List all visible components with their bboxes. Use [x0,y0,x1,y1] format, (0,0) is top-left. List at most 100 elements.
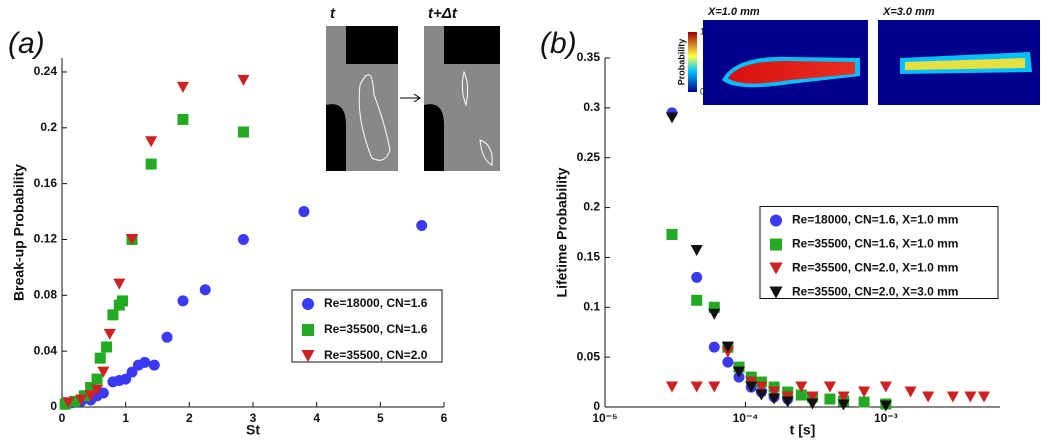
data-point [97,366,110,378]
data-point [91,373,103,385]
x-tick-label: 4 [313,411,320,425]
x-tick-label: 10⁻⁴ [733,411,759,425]
x-tick-label: 5 [377,411,384,425]
colorbar-tick-label: 0 [700,86,705,96]
y-tick-label: 0.15 [577,250,601,264]
colorbar-label: Probability [676,39,686,86]
data-point [708,308,721,320]
y-tick-label: 0.3 [583,100,600,114]
inset-label: t+Δt [428,5,458,22]
legend-marker [302,324,314,336]
y-tick-label: 0 [50,399,57,413]
data-point [90,384,104,396]
y-tick-label: 0.2 [40,120,57,134]
y-tick-label: 0.05 [577,349,601,363]
data-point [690,244,703,256]
data-point [75,394,88,406]
data-point [690,381,703,393]
legend-label: Re=35500, CN=2.0, X=1.0 mm [792,261,958,275]
data-point [806,391,819,403]
y-tick-label: 0.04 [34,343,58,357]
y-tick-label: 0.1 [583,299,600,313]
data-point [732,366,746,378]
data-point [795,381,808,393]
inset-images [688,20,1040,105]
data-point [416,220,428,232]
data-point [755,389,768,401]
y-tick-label: 0.2 [583,200,600,214]
x-axis-label: St [246,422,260,438]
x-tick-label: 6 [441,411,448,425]
legend-box [759,206,999,299]
x-tick-label: 2 [186,411,193,425]
data-point [768,386,781,398]
data-point [94,352,106,364]
colorbar-tick-label: 1 [700,26,705,36]
legend-marker [301,350,315,362]
y-tick-label: 0.35 [577,50,601,64]
data-point [666,228,678,240]
data-point [721,341,734,353]
data-point [665,112,679,124]
legend-box [291,289,443,363]
data-point [722,356,734,368]
data-point [691,271,703,283]
data-point [879,381,892,393]
data-point [97,387,109,399]
y-tick-label: 0.25 [577,150,601,164]
panel-label: (a) [8,27,45,60]
legend-marker [770,238,782,251]
data-point [824,393,836,405]
inset-label: t [330,5,336,22]
data-point [237,126,249,138]
data-point [806,398,819,410]
data-point [837,399,850,411]
inset-label: X=3.0 mm [882,6,935,18]
legend-marker [769,262,783,275]
data-point [139,356,151,368]
data-point [745,381,758,393]
data-point [126,366,138,378]
data-point [946,391,959,403]
data-point [199,284,211,296]
panel-label: (b) [540,27,577,60]
data-point [161,331,173,343]
data-point [145,136,158,148]
data-point [768,393,781,405]
data-point [781,396,794,408]
y-tick-label: 0.16 [34,176,58,190]
x-tick-label: 0 [59,411,66,425]
data-point [177,295,189,307]
data-point [176,81,190,93]
data-point [84,390,97,402]
data-point [708,301,720,313]
legend-label: Re=35500, CN=1.6, X=1.0 mm [792,237,958,251]
y-tick-label: 0.24 [34,64,58,78]
x-tick-label: 3 [250,411,257,425]
data-point [237,74,250,86]
legend-marker [302,298,314,310]
y-tick-label: 0.12 [34,232,58,246]
y-axis-label: Lifetime Probability [554,167,570,297]
legend-marker [769,286,783,299]
data-point [148,359,160,371]
data-point [708,381,721,393]
data-point [904,386,917,398]
data-point [62,397,75,409]
data-point [120,373,132,385]
data-point [69,395,81,407]
data-point [665,381,679,393]
y-axis-label: Break-up Probability [11,164,27,301]
data-point [177,113,189,125]
legend-label: Re=18000, CN=1.6 [324,296,428,310]
data-point [107,309,119,321]
inset-label: X=1.0 mm [707,6,760,18]
inset-images [326,26,500,171]
x-axis-label: t [s] [790,422,816,438]
data-point [85,381,97,393]
legend-label: Re=35500, CN=1.6 [324,322,428,336]
data-point [922,391,935,403]
data-point [858,396,870,408]
data-point [858,386,871,398]
